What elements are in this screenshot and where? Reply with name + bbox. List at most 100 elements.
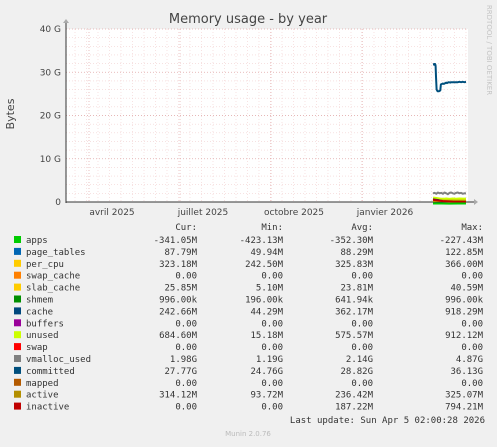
munin-version: Munin 2.0.76: [225, 430, 271, 438]
legend-value: 0.00: [351, 343, 373, 353]
legend-value: 325.83M: [335, 260, 374, 270]
legend-series-name: buffers: [26, 319, 64, 329]
legend-value: 323.18M: [159, 260, 198, 270]
legend-value: 2.14G: [346, 355, 373, 365]
y-tick-label: 10 G: [40, 155, 61, 165]
legend-value: 575.57M: [335, 331, 374, 341]
y-tick-label: 30 G: [40, 68, 61, 78]
legend-swatch: [14, 367, 21, 374]
legend-value: 15.18M: [250, 331, 283, 341]
legend-value: 40.59M: [450, 284, 483, 294]
legend-series-name: slab_cache: [26, 284, 80, 294]
legend-swatch: [14, 403, 21, 410]
y-tick-label: 0: [55, 198, 61, 208]
legend-series-name: swap: [26, 343, 48, 353]
legend-value: 27.77G: [164, 367, 197, 377]
legend-swatch: [14, 236, 21, 243]
legend-series-name: per_cpu: [26, 260, 64, 270]
legend-series-name: apps: [26, 236, 48, 246]
legend-value: 0.00: [461, 319, 483, 329]
legend-value: -423.13M: [240, 236, 284, 246]
legend-swatch: [14, 272, 21, 279]
legend-series-name: unused: [26, 331, 59, 341]
legend-series-name: page_tables: [26, 248, 86, 258]
legend-value: 0.00: [261, 272, 283, 282]
legend-swatch: [14, 379, 21, 386]
legend-swatch: [14, 296, 21, 303]
chart-title: Memory usage - by year: [169, 12, 328, 27]
x-axis-arrow: [474, 199, 478, 205]
x-tick-label: janvier 2026: [356, 208, 414, 218]
legend-value: 0.00: [261, 379, 283, 389]
legend-value: 362.17M: [335, 307, 374, 317]
legend-series-name: committed: [26, 367, 75, 377]
legend-value: 236.42M: [335, 391, 374, 401]
legend-series-name: cache: [26, 307, 53, 317]
legend-value: 0.00: [175, 319, 197, 329]
legend-value: 314.12M: [159, 391, 198, 401]
y-tick-label: 40 G: [40, 25, 61, 35]
legend-value: 36.13G: [450, 367, 483, 377]
legend-value: 0.00: [175, 272, 197, 282]
legend-value: 88.29M: [340, 248, 373, 258]
legend-swatch: [14, 260, 21, 267]
legend-value: 196.00k: [245, 296, 284, 306]
legend-value: 794.21M: [445, 403, 484, 413]
legend-swatch: [14, 391, 21, 398]
legend-value: 5.10M: [256, 284, 284, 294]
legend-value: 996.00k: [159, 296, 198, 306]
legend-column-header: Cur:: [175, 223, 197, 233]
legend-value: 0.00: [461, 379, 483, 389]
legend-value: 93.72M: [250, 391, 283, 401]
legend-column-header: Min:: [261, 223, 283, 233]
legend-value: 0.00: [261, 403, 283, 413]
x-tick-label: octobre 2025: [264, 208, 324, 218]
legend-value: 28.82G: [340, 367, 373, 377]
legend-value: 0.00: [461, 343, 483, 353]
legend-value: -227.43M: [440, 236, 484, 246]
legend-column-header: Max:: [461, 223, 483, 233]
legend-value: 0.00: [175, 379, 197, 389]
legend-value: 4.87G: [456, 355, 483, 365]
legend-series-name: inactive: [26, 403, 69, 413]
legend-swatch: [14, 307, 21, 314]
legend-value: 242.66M: [159, 307, 198, 317]
legend: Cur: Min: Avg: Max: apps -341.05M -423.13M -352…: [14, 223, 484, 413]
legend-value: 0.00: [351, 379, 373, 389]
legend-value: 0.00: [351, 319, 373, 329]
legend-series-name: shmem: [26, 296, 53, 306]
legend-value: 641.94k: [335, 296, 374, 306]
legend-value: 0.00: [351, 272, 373, 282]
legend-value: 44.29M: [250, 307, 283, 317]
legend-series-name: vmalloc_used: [26, 355, 91, 365]
legend-value: 87.79M: [164, 248, 197, 258]
legend-value: -341.05M: [154, 236, 198, 246]
legend-value: 187.22M: [335, 403, 374, 413]
legend-value: 24.76G: [250, 367, 283, 377]
x-tick-label: juillet 2025: [177, 208, 229, 218]
x-tick-label: avril 2025: [89, 208, 134, 218]
legend-value: 0.00: [175, 343, 197, 353]
legend-value: 0.00: [261, 343, 283, 353]
legend-value: 325.07M: [445, 391, 484, 401]
legend-column-header: Avg:: [351, 223, 373, 233]
legend-value: -352.30M: [330, 236, 374, 246]
legend-value: 1.19G: [256, 355, 283, 365]
legend-value: 23.81M: [340, 284, 373, 294]
legend-swatch: [14, 343, 21, 350]
legend-value: 0.00: [261, 319, 283, 329]
legend-value: 918.29M: [445, 307, 484, 317]
y-axis-label: Bytes: [4, 98, 17, 129]
legend-swatch: [14, 319, 21, 326]
legend-value: 242.50M: [245, 260, 284, 270]
legend-value: 684.60M: [159, 331, 198, 341]
legend-value: 25.85M: [164, 284, 197, 294]
legend-value: 366.00M: [445, 260, 484, 270]
legend-swatch: [14, 248, 21, 255]
legend-swatch: [14, 355, 21, 362]
rrdtool-watermark: RRDTOOL / TOBI OETIKER: [485, 5, 493, 95]
legend-value: 996.00k: [445, 296, 484, 306]
y-tick-label: 20 G: [40, 112, 61, 122]
